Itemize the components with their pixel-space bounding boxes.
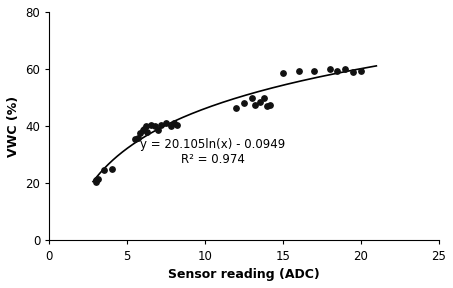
Point xyxy=(142,124,149,128)
Point xyxy=(241,101,248,106)
Point xyxy=(152,124,159,128)
Point xyxy=(155,128,162,133)
Point xyxy=(349,70,357,74)
Point xyxy=(173,122,181,127)
Point xyxy=(280,71,287,76)
Point xyxy=(92,178,100,183)
Point xyxy=(256,100,263,104)
Point xyxy=(357,68,364,73)
Text: y = 20.105ln(x) - 0.0949
R² = 0.974: y = 20.105ln(x) - 0.0949 R² = 0.974 xyxy=(140,138,285,166)
Point xyxy=(135,135,142,140)
Point xyxy=(144,130,151,134)
Point xyxy=(92,180,100,184)
Point xyxy=(94,177,101,181)
Point xyxy=(136,131,143,136)
Point xyxy=(260,95,268,100)
Point xyxy=(232,105,240,110)
Point xyxy=(267,103,274,107)
Point xyxy=(139,128,146,133)
Point xyxy=(108,167,116,171)
Point xyxy=(251,103,259,107)
Point xyxy=(167,124,174,128)
Point xyxy=(158,122,165,127)
Point xyxy=(170,121,178,126)
Point xyxy=(334,68,341,73)
Point xyxy=(248,95,255,100)
Point xyxy=(147,122,154,127)
Point xyxy=(100,168,107,173)
Y-axis label: VWC (%): VWC (%) xyxy=(7,96,20,157)
Point xyxy=(141,127,148,131)
Point xyxy=(310,68,318,73)
Point xyxy=(131,137,139,141)
Point xyxy=(342,67,349,71)
X-axis label: Sensor reading (ADC): Sensor reading (ADC) xyxy=(168,268,320,281)
Point xyxy=(295,68,302,73)
Point xyxy=(163,121,170,126)
Point xyxy=(326,67,333,71)
Point xyxy=(264,104,271,109)
